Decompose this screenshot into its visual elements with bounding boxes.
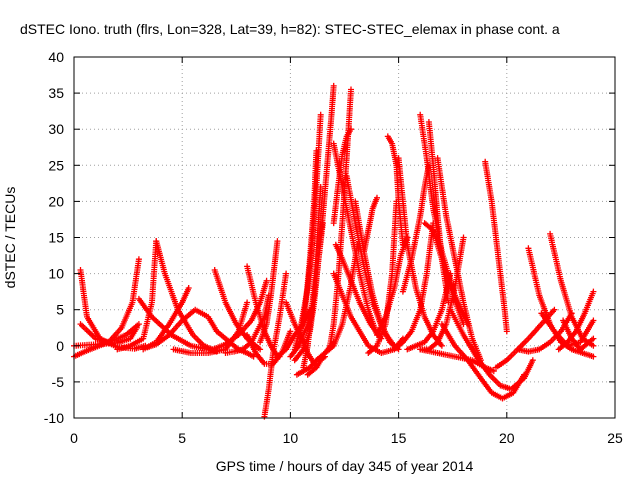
series-markers: [384, 133, 406, 248]
grid-lines: [74, 57, 615, 418]
x-tick-label: 20: [499, 430, 515, 446]
series-markers: [555, 288, 597, 353]
series-markers: [560, 317, 597, 353]
series-markers: [300, 184, 324, 371]
y-tick-label: 25: [48, 157, 64, 173]
y-axis-label: dSTEC / TECUs: [2, 187, 18, 289]
series-markers: [257, 238, 281, 346]
series-arc-17: [244, 263, 283, 360]
series-arc-59: [560, 317, 597, 353]
x-tick-label: 25: [607, 430, 623, 446]
y-tick-label: 40: [48, 49, 64, 65]
x-tick-label: 5: [178, 430, 186, 446]
y-tick-label: 0: [56, 338, 64, 354]
series-markers: [140, 285, 192, 353]
tick-marks: [73, 56, 616, 419]
series-arc-47: [404, 270, 454, 353]
series-arc-52: [482, 158, 510, 335]
y-tick-label: 35: [48, 85, 64, 101]
y-tick-label: -5: [52, 374, 65, 390]
series-markers: [404, 270, 454, 353]
series-arc-41: [391, 220, 437, 353]
x-tick-label: 15: [391, 430, 407, 446]
x-tick-label: 0: [70, 430, 78, 446]
y-tick-label: 30: [48, 121, 64, 137]
chart-title: dSTEC Iono. truth (flrs, Lon=328, Lat=39…: [20, 21, 560, 37]
y-tick-label: 10: [48, 266, 64, 282]
series-arc-9: [140, 285, 192, 353]
series-arc-42: [399, 162, 432, 295]
y-tick-label: 5: [56, 302, 64, 318]
series-arc-32: [330, 140, 380, 338]
series-arc-14: [209, 277, 270, 353]
series-arc-38: [361, 194, 380, 255]
series-markers: [374, 234, 411, 338]
series-arc-27: [304, 353, 328, 378]
y-tick-label: 20: [48, 193, 64, 209]
series-markers: [296, 147, 320, 342]
series-arc-25: [300, 184, 324, 371]
series-markers: [417, 346, 497, 375]
x-axis-label: GPS time / hours of day 345 of year 2014: [216, 458, 474, 474]
series-markers: [399, 162, 432, 295]
series-arc-24: [296, 147, 320, 342]
y-tick-label: -10: [44, 410, 64, 426]
series-markers: [391, 220, 437, 353]
series-markers: [114, 238, 160, 353]
series-arc-39: [374, 234, 411, 338]
series-arc-37: [384, 133, 406, 248]
series-markers: [482, 158, 510, 335]
series-arc-18: [257, 238, 281, 346]
tick-labels: 0 5 10 15 20 25 -10 -5 0 5 10 15 20 25 30 35 40: [44, 49, 623, 446]
series-markers: [244, 263, 283, 360]
series-markers: [304, 353, 328, 378]
data-points: [71, 82, 597, 420]
x-tick-label: 10: [283, 430, 299, 446]
series-markers: [361, 194, 380, 255]
series-markers: [209, 277, 270, 353]
series-arc-6: [114, 238, 160, 353]
series-markers: [330, 140, 380, 338]
y-tick-label: 15: [48, 230, 64, 246]
series-arc-58: [555, 288, 597, 353]
series-arc-51: [417, 346, 497, 375]
